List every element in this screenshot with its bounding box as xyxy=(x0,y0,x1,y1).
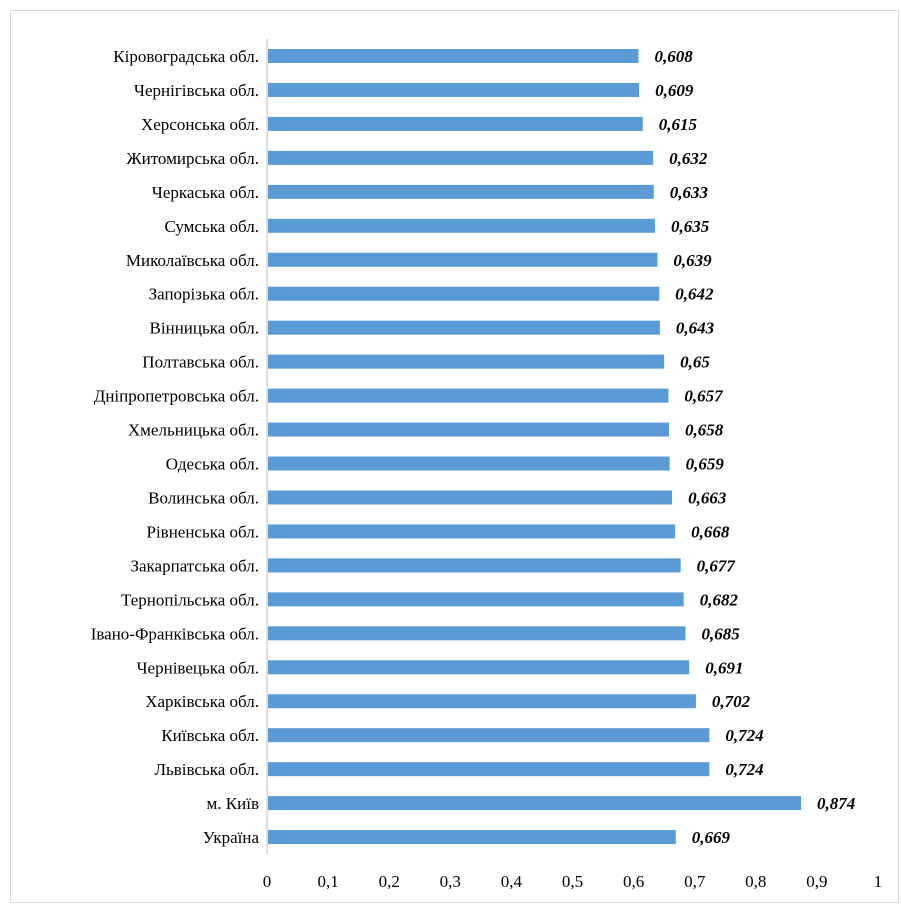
bar xyxy=(268,422,670,437)
bar xyxy=(268,354,665,369)
value-label: 0,663 xyxy=(688,488,727,507)
x-tick-label: 0,7 xyxy=(684,872,706,891)
value-label: 0,635 xyxy=(671,217,710,236)
category-label: Одеська обл. xyxy=(166,455,259,474)
category-label: Харківська обл. xyxy=(145,692,259,711)
category-label: Дніпропетровська обл. xyxy=(94,387,259,406)
x-tick-label: 1 xyxy=(874,872,883,891)
x-tick-label: 0,5 xyxy=(562,872,583,891)
value-label: 0,659 xyxy=(686,455,725,474)
value-label: 0,608 xyxy=(654,47,693,66)
category-label: Запорізька обл. xyxy=(149,285,259,304)
bars xyxy=(268,49,802,845)
value-label: 0,702 xyxy=(712,692,751,711)
category-label: Київська обл. xyxy=(161,726,259,745)
category-label: Львівська обл. xyxy=(154,760,259,779)
value-label: 0,632 xyxy=(669,149,708,168)
value-labels: 0,608 0,609 0,615 0,632 0,633 0,635 0,639 0,642… xyxy=(654,47,855,847)
bar xyxy=(268,150,654,165)
bar xyxy=(268,286,660,301)
value-label: 0,691 xyxy=(705,658,743,677)
category-label: Україна xyxy=(203,828,260,847)
x-tick-label: 0,8 xyxy=(745,872,766,891)
value-label: 0,682 xyxy=(700,590,739,609)
category-label: Чернігівська обл. xyxy=(134,81,259,100)
x-tick-label: 0,9 xyxy=(806,872,827,891)
bar xyxy=(268,830,676,845)
value-label: 0,658 xyxy=(685,421,724,440)
category-label: Кіровоградська обл. xyxy=(113,47,259,66)
category-label: Івано-Франківська обл. xyxy=(91,624,259,643)
category-label: Тернопільська обл. xyxy=(121,590,259,609)
category-label: Полтавська обл. xyxy=(142,353,259,372)
bar xyxy=(268,524,676,539)
bar xyxy=(268,490,673,505)
category-labels: Кіровоградська обл. Чернігівська обл. Херс… xyxy=(91,47,260,847)
value-label: 0,677 xyxy=(697,556,737,575)
chart-frame: Кіровоградська обл. Чернігівська обл. Херс… xyxy=(10,10,899,903)
bar xyxy=(268,728,710,743)
value-label: 0,65 xyxy=(680,353,710,372)
bar xyxy=(268,592,684,607)
value-label: 0,874 xyxy=(817,794,855,813)
bar xyxy=(268,49,639,63)
bar xyxy=(268,116,643,131)
value-label: 0,609 xyxy=(655,81,694,100)
category-label: Сумська обл. xyxy=(164,217,259,236)
x-axis-ticks: 0 0,1 0,2 0,3 0,4 0,5 0,6 0,7 0,8 0,9 1 xyxy=(263,872,883,891)
value-label: 0,668 xyxy=(691,522,730,541)
bar xyxy=(268,184,654,199)
value-label: 0,657 xyxy=(684,387,724,406)
category-label: Рівненська обл. xyxy=(146,522,259,541)
value-label: 0,633 xyxy=(670,183,709,202)
bar xyxy=(268,762,710,777)
category-label: Чернівецька обл. xyxy=(137,658,260,677)
category-label: Миколаївська обл. xyxy=(126,251,259,270)
bar xyxy=(268,82,640,97)
bar xyxy=(268,388,669,403)
value-label: 0,615 xyxy=(659,115,698,134)
category-label: Хмельницька обл. xyxy=(128,421,259,440)
bar xyxy=(268,660,690,675)
bar-chart: Кіровоградська обл. Чернігівська обл. Херс… xyxy=(91,39,883,891)
value-label: 0,685 xyxy=(702,624,741,643)
category-label: Вінницька обл. xyxy=(150,319,259,338)
category-label: Волинська обл. xyxy=(148,488,259,507)
value-label: 0,643 xyxy=(676,319,715,338)
bar xyxy=(268,558,681,573)
value-label: 0,669 xyxy=(692,828,731,847)
x-tick-label: 0,1 xyxy=(317,872,338,891)
x-tick-label: 0,6 xyxy=(623,872,644,891)
x-tick-label: 0,2 xyxy=(379,872,400,891)
category-label: Черкаська обл. xyxy=(152,183,259,202)
value-label: 0,724 xyxy=(725,760,763,779)
x-tick-label: 0,3 xyxy=(440,872,461,891)
bar xyxy=(268,796,802,811)
category-label: м. Київ xyxy=(207,794,259,813)
bar xyxy=(268,252,658,267)
category-label: Житомирська обл. xyxy=(126,149,259,168)
x-tick-label: 0,4 xyxy=(501,872,523,891)
bar xyxy=(268,218,655,233)
category-label: Закарпатська обл. xyxy=(130,556,259,575)
bar xyxy=(268,626,686,641)
bar xyxy=(268,694,696,709)
x-tick-label: 0 xyxy=(263,872,272,891)
bar xyxy=(268,320,660,335)
category-label: Херсонська обл. xyxy=(141,115,259,134)
bar xyxy=(268,456,670,471)
value-label: 0,724 xyxy=(725,726,763,745)
value-label: 0,642 xyxy=(675,285,714,304)
value-label: 0,639 xyxy=(673,251,712,270)
